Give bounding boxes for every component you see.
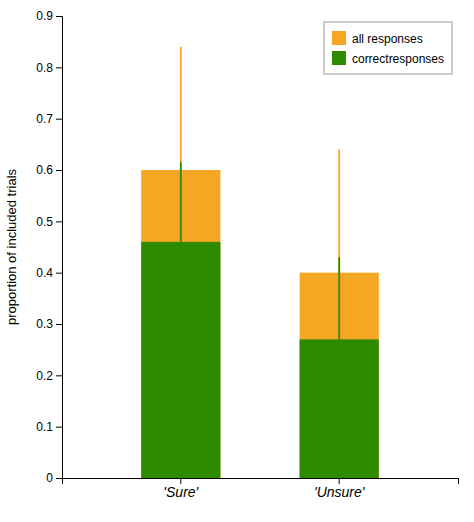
y-axis-line <box>56 17 63 479</box>
error-bars <box>181 162 339 339</box>
y-tick-mark <box>56 119 62 120</box>
bar-series <box>141 242 379 478</box>
y-tick-label: 0.7 <box>36 112 53 126</box>
bar-series <box>141 170 379 478</box>
y-tick-mark <box>56 375 62 376</box>
y-tick-mark <box>56 16 62 17</box>
legend-label: all responses <box>352 32 423 46</box>
error-bar <box>338 257 340 339</box>
y-tick-label: 0.6 <box>36 163 53 177</box>
y-tick: 0.3 <box>36 317 62 331</box>
x-axis-line <box>63 479 459 485</box>
y-tick-mark <box>56 478 62 479</box>
error-bar <box>180 162 182 242</box>
legend-swatch <box>332 31 346 45</box>
error-bar <box>338 149 340 272</box>
y-axis: 0 0.1 0.2 0.3 0.4 0.5 0.6 0.7 0.8 0.9 <box>36 9 62 485</box>
chart: 0 0.1 0.2 0.3 0.4 0.5 0.6 0.7 0.8 0.9 'Sure' 'Unsur… <box>0 0 474 522</box>
y-tick: 0.8 <box>36 61 62 75</box>
x-tick: 'Sure' <box>163 478 199 500</box>
y-tick: 0.1 <box>36 420 62 434</box>
bar <box>141 242 220 478</box>
x-axis: 'Sure' 'Unsure' <box>63 478 459 500</box>
y-tick-label: 0.1 <box>36 420 53 434</box>
error-bars <box>181 47 339 273</box>
y-tick-mark <box>56 170 62 171</box>
error-bar <box>180 47 182 170</box>
legend: all responses correctresponses <box>324 22 452 74</box>
y-tick-label: 0.4 <box>36 266 53 280</box>
plot: 0 0.1 0.2 0.3 0.4 0.5 0.6 0.7 0.8 0.9 'Sure' 'Unsur… <box>36 9 458 500</box>
legend-label: correctresponses <box>352 52 444 66</box>
y-tick-mark <box>56 427 62 428</box>
y-tick-label: 0.2 <box>36 369 53 383</box>
y-tick-label: 0.8 <box>36 61 53 75</box>
legend-swatch <box>332 51 346 65</box>
x-tick: 'Unsure' <box>314 478 366 500</box>
marks <box>141 47 379 478</box>
y-tick: 0.6 <box>36 163 62 177</box>
y-tick-label: 0.5 <box>36 215 53 229</box>
y-tick-mark <box>56 221 62 222</box>
legend-item: correctresponses <box>332 51 444 66</box>
x-tick-label: 'Unsure' <box>314 484 366 500</box>
y-tick-label: 0.3 <box>36 317 53 331</box>
y-axis-title: proportion of included trials <box>4 168 19 325</box>
y-tick: 0.4 <box>36 266 62 280</box>
y-tick: 0 <box>46 471 62 485</box>
y-tick: 0.7 <box>36 112 62 126</box>
y-tick: 0.5 <box>36 215 62 229</box>
y-tick-mark <box>56 67 62 68</box>
y-tick-mark <box>56 273 62 274</box>
y-tick: 0.2 <box>36 369 62 383</box>
y-tick-label: 0 <box>46 471 53 485</box>
x-tick-label: 'Sure' <box>163 484 199 500</box>
legend-box <box>324 22 452 74</box>
y-tick-label: 0.9 <box>36 9 53 23</box>
y-tick: 0.9 <box>36 9 62 23</box>
bar <box>300 339 379 478</box>
y-tick-mark <box>56 324 62 325</box>
legend-item: all responses <box>332 31 423 46</box>
